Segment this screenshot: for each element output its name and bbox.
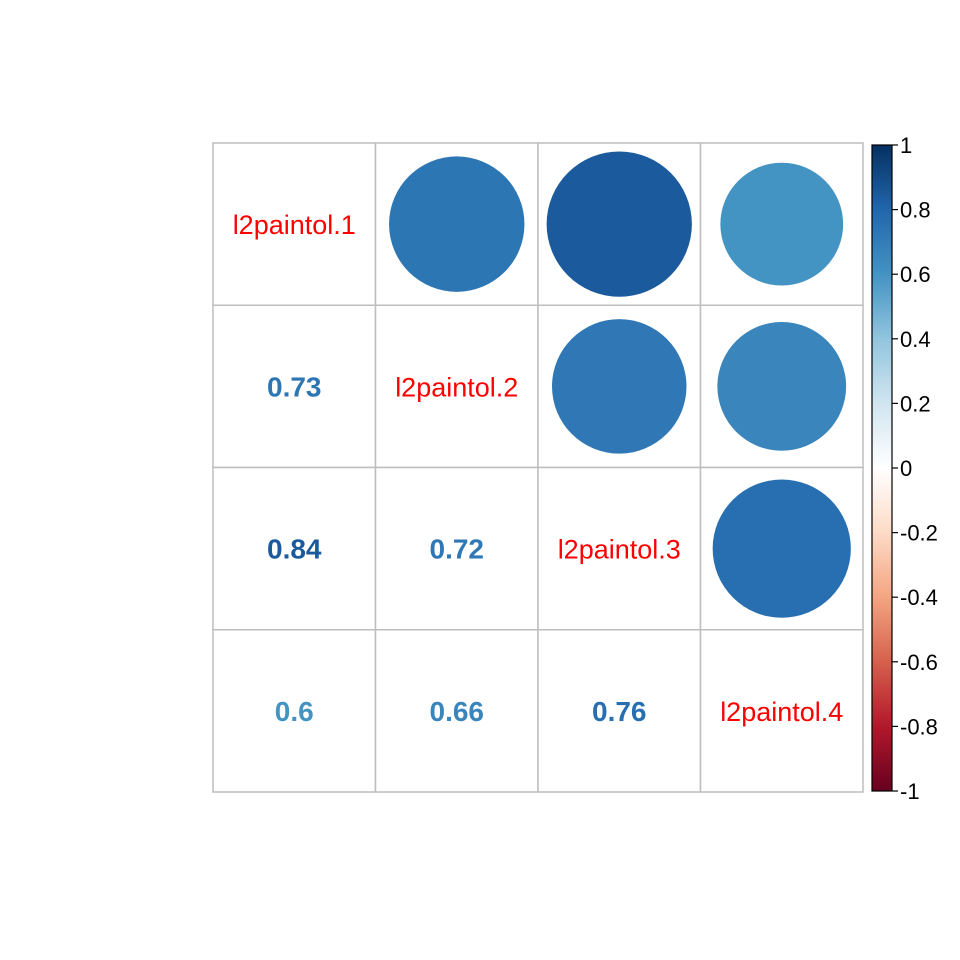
grid-cell (212, 304, 377, 469)
correlation-value: 0.66 (430, 696, 485, 727)
grid-cell (699, 629, 864, 793)
colorbar-tick-label: -1 (900, 779, 920, 804)
grid-cell (212, 142, 377, 306)
colorbar: 1 0.8 0.6 0.4 0.2 0 -0.2 -0.4 -0.6 -0.8 -1 (871, 133, 938, 804)
correlation-circle (717, 321, 847, 451)
correlation-value: 0.73 (267, 371, 322, 402)
colorbar-tick-label: 1 (900, 133, 912, 158)
colorbar-gradient (871, 144, 893, 792)
grid-cell (212, 629, 377, 793)
grid-cell (374, 629, 539, 793)
variable-label: l2paintol.3 (558, 535, 681, 565)
correlation-circle (546, 151, 692, 297)
correlation-circle (552, 319, 687, 454)
correlation-circle (389, 156, 525, 292)
variable-label: l2paintol.2 (395, 372, 518, 402)
colorbar-tick-label: 0.4 (900, 327, 931, 352)
correlation-circle (712, 479, 851, 618)
variable-label: l2paintol.1 (233, 210, 356, 240)
correlation-matrix: l2paintol.1 0.73 l2paintol.2 0.84 0.72 l2pain… (212, 142, 864, 793)
colorbar-tick-label: -0.2 (900, 521, 938, 546)
colorbar-tick-label: -0.8 (900, 714, 938, 739)
correlation-value: 0.72 (430, 534, 485, 565)
correlation-value: 0.84 (267, 534, 322, 565)
correlation-circle (720, 162, 844, 286)
colorbar-tick-label: 0 (900, 456, 912, 481)
correlation-value: 0.6 (275, 696, 314, 727)
grid-cell (374, 466, 539, 631)
grid-cell (374, 304, 539, 469)
correlation-value: 0.76 (592, 696, 647, 727)
colorbar-tick-label: -0.6 (900, 650, 938, 675)
colorbar-tick-label: 0.6 (900, 262, 931, 287)
colorbar-tick-label: 0.2 (900, 391, 931, 416)
colorbar-tick-label: -0.4 (900, 585, 938, 610)
grid-cell (537, 629, 702, 793)
colorbar-tick-label: 0.8 (900, 198, 931, 223)
variable-label: l2paintol.4 (720, 697, 843, 727)
